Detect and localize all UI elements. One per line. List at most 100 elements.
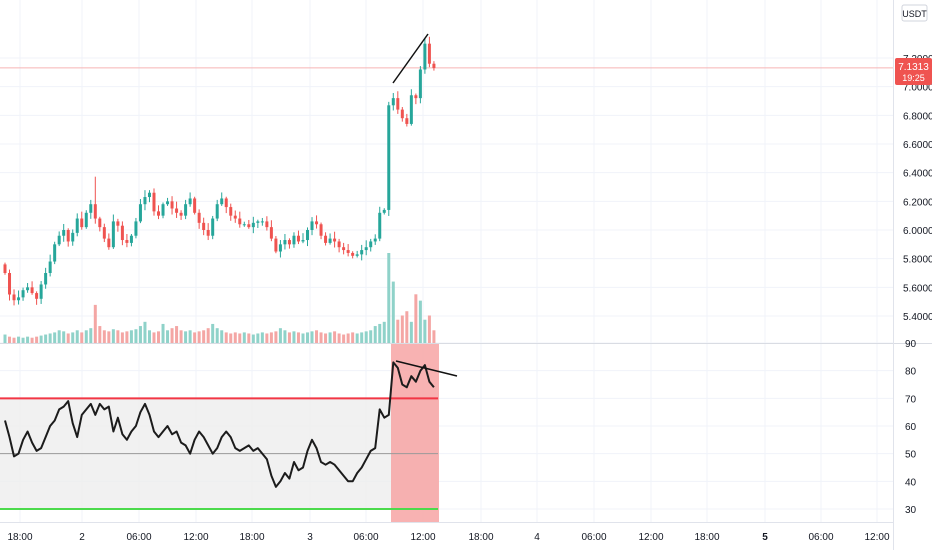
candle	[48, 261, 52, 273]
volume-bar	[57, 330, 61, 343]
rsi-tick-label: 70	[905, 394, 917, 405]
volume-bar	[188, 330, 192, 343]
candle	[71, 232, 75, 242]
time-tick-label: 06:00	[808, 532, 833, 543]
rsi-tick-label: 80	[905, 367, 917, 378]
volume-bar	[157, 331, 161, 343]
volume-bar	[423, 319, 427, 343]
candle	[161, 204, 165, 216]
candle	[265, 221, 269, 228]
candle	[116, 221, 120, 226]
candle	[360, 250, 364, 255]
volume-bar	[111, 329, 115, 343]
rsi-trendline[interactable]	[395, 360, 458, 377]
candle	[409, 95, 413, 124]
candle	[396, 98, 400, 110]
volume-bar	[224, 332, 228, 343]
time-tick-label: 12:00	[638, 532, 663, 543]
volume-bar	[265, 333, 269, 343]
time-tick-label: 18:00	[468, 532, 493, 543]
volume-bar	[17, 336, 21, 343]
candle	[351, 252, 355, 256]
rsi-axis[interactable]: 90 80 70 60 50 40 30	[905, 339, 917, 516]
candle	[283, 240, 287, 245]
rsi-tick-label: 30	[905, 505, 917, 516]
volume-bar	[21, 337, 25, 343]
price-axis[interactable]: 7.20007.00006.80006.60006.40006.20006.00…	[903, 54, 932, 323]
candle	[238, 218, 242, 225]
candle	[93, 204, 97, 219]
price-tick-label: 6.2000	[903, 197, 932, 208]
time-axis[interactable]: 18:00 2 06:00 12:00 18:00 3 06:00 12:00 18:00 4 06…	[7, 532, 889, 543]
volume-bar	[134, 329, 138, 343]
time-tick-label: 12:00	[410, 532, 435, 543]
volume-bar	[53, 332, 57, 343]
candle	[306, 230, 310, 241]
volume-bar	[247, 333, 251, 343]
volume-bar	[39, 335, 43, 343]
candle	[179, 212, 183, 216]
candle	[102, 227, 106, 239]
volume-bar	[418, 300, 422, 343]
candle	[66, 230, 70, 242]
candle	[337, 241, 341, 248]
candle	[188, 198, 192, 205]
volume-bar	[396, 319, 400, 343]
volume-bar	[147, 330, 151, 343]
volume-bar	[206, 328, 210, 343]
candle	[111, 221, 115, 248]
candle	[170, 201, 174, 209]
candle	[26, 287, 30, 291]
candle	[328, 238, 332, 243]
volume-bar	[283, 330, 287, 343]
candle	[220, 198, 224, 205]
volume-bar	[229, 333, 233, 343]
candle	[400, 109, 404, 119]
volume-bar	[260, 332, 264, 343]
candle	[39, 284, 43, 299]
volume-bar	[120, 332, 124, 343]
volume-bar	[30, 337, 34, 343]
candle	[62, 230, 66, 236]
candle	[125, 240, 129, 243]
candle	[224, 198, 228, 208]
candle	[8, 273, 12, 295]
volume-bar	[8, 336, 12, 343]
candle	[129, 235, 133, 243]
volume-bar	[179, 330, 183, 343]
volume-bar	[107, 331, 111, 343]
volume-bar	[152, 332, 156, 343]
time-tick-label: 2	[79, 532, 85, 543]
candle	[89, 204, 93, 213]
candle	[427, 43, 431, 64]
time-tick-label: 18:00	[7, 532, 32, 543]
volume-bar	[405, 311, 409, 343]
volume-bar	[80, 332, 84, 343]
volume-bar	[351, 332, 355, 343]
candles-layer	[3, 36, 436, 306]
candle	[184, 204, 188, 216]
volume-bar	[98, 326, 102, 343]
price-tick-label: 6.0000	[903, 226, 932, 237]
bar-countdown: 19:25	[902, 73, 925, 83]
candle	[211, 218, 215, 236]
time-tick-label: 06:00	[353, 532, 378, 543]
rsi-tick-label: 90	[905, 339, 917, 350]
volume-bar	[274, 331, 278, 343]
volume-bar	[129, 330, 133, 343]
rsi-tick-label: 60	[905, 422, 917, 433]
volume-bar	[409, 321, 413, 343]
volume-bar	[89, 328, 93, 343]
candle	[251, 222, 255, 228]
volume-bar	[310, 331, 314, 343]
volume-bar	[278, 328, 282, 343]
volume-bar	[170, 328, 174, 343]
candle	[120, 225, 124, 241]
grid-layer	[0, 0, 893, 522]
currency-badge[interactable]	[901, 4, 928, 22]
volume-bar	[369, 330, 373, 343]
candle	[215, 204, 219, 219]
price-trendline[interactable]	[392, 33, 429, 84]
